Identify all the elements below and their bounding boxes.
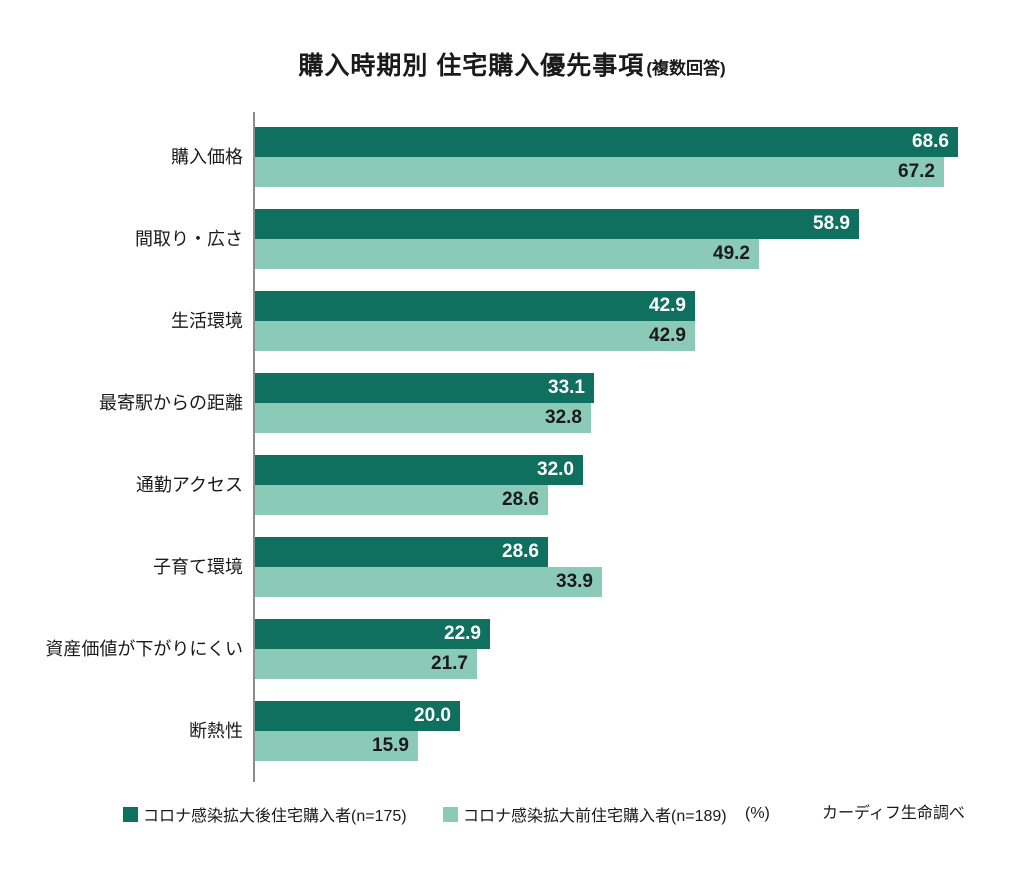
legend-item-after: コロナ感染拡大後住宅購入者(n=175) [123, 803, 407, 825]
category-row: 資産価値が下がりにくい 22.9 21.7 [0, 619, 1024, 679]
bar-value-label: 28.6 [502, 541, 539, 562]
bar-after: 20.0 [255, 701, 460, 731]
bar-after: 22.9 [255, 619, 490, 649]
bar-value-label: 22.9 [444, 623, 481, 644]
bar-value-label: 32.0 [537, 459, 574, 480]
bar-after: 58.9 [255, 209, 859, 239]
category-label: 購入価格 [171, 147, 243, 167]
bar-value-label: 28.6 [502, 489, 539, 510]
bar-before: 28.6 [255, 485, 548, 515]
y-axis-line [253, 112, 255, 782]
category-label: 資産価値が下がりにくい [45, 639, 243, 659]
bar-after: 68.6 [255, 127, 958, 157]
source-label: カーディフ生命調べ [822, 805, 965, 822]
unit-label: (%) [745, 805, 770, 822]
chart-title: 購入時期別 住宅購入優先事項 (複数回答) [0, 46, 1024, 82]
category-label: 断熱性 [189, 721, 243, 741]
plot-area: 購入価格 68.6 67.2 間取り・広さ 58.9 49.2 生活環境 42.9 42.9 最寄… [0, 112, 1024, 782]
chart-title-main: 購入時期別 住宅購入優先事項 [298, 52, 645, 80]
bar-value-label: 20.0 [414, 705, 451, 726]
bar-value-label: 32.8 [545, 407, 582, 428]
category-label: 最寄駅からの距離 [99, 393, 243, 413]
bar-before: 67.2 [255, 157, 944, 187]
bar-value-label: 42.9 [649, 295, 686, 316]
bar-before: 21.7 [255, 649, 477, 679]
category-label: 子育て環境 [153, 557, 243, 577]
bar-value-label: 58.9 [813, 213, 850, 234]
bar-before: 32.8 [255, 403, 591, 433]
legend-label-after: コロナ感染拡大後住宅購入者(n=175) [143, 808, 407, 825]
legend-swatch-before [443, 806, 458, 822]
bar-value-label: 15.9 [372, 735, 409, 756]
chart-title-note: (複数回答) [646, 59, 726, 78]
bar-before: 33.9 [255, 567, 602, 597]
bar-before: 49.2 [255, 239, 759, 269]
legend-item-before: コロナ感染拡大前住宅購入者(n=189) [443, 803, 727, 825]
category-row: 通勤アクセス 32.0 28.6 [0, 455, 1024, 515]
legend-label-before: コロナ感染拡大前住宅購入者(n=189) [463, 808, 727, 825]
bar-value-label: 68.6 [912, 131, 949, 152]
category-row: 購入価格 68.6 67.2 [0, 127, 1024, 187]
category-row: 子育て環境 28.6 33.9 [0, 537, 1024, 597]
category-row: 生活環境 42.9 42.9 [0, 291, 1024, 351]
legend-swatch-after [123, 806, 138, 822]
bar-before: 15.9 [255, 731, 418, 761]
category-label: 間取り・広さ [135, 229, 243, 249]
category-label: 生活環境 [171, 311, 243, 331]
bar-value-label: 49.2 [713, 243, 750, 264]
bar-value-label: 33.1 [548, 377, 585, 398]
category-label: 通勤アクセス [135, 475, 243, 495]
bar-value-label: 67.2 [898, 161, 935, 182]
category-row: 断熱性 20.0 15.9 [0, 701, 1024, 761]
category-row: 最寄駅からの距離 33.1 32.8 [0, 373, 1024, 433]
category-row: 間取り・広さ 58.9 49.2 [0, 209, 1024, 269]
bar-after: 32.0 [255, 455, 583, 485]
bar-value-label: 33.9 [556, 571, 593, 592]
bar-value-label: 42.9 [649, 325, 686, 346]
bar-value-label: 21.7 [431, 653, 468, 674]
bar-after: 33.1 [255, 373, 594, 403]
bar-after: 28.6 [255, 537, 548, 567]
bar-after: 42.9 [255, 291, 695, 321]
bar-before: 42.9 [255, 321, 695, 351]
